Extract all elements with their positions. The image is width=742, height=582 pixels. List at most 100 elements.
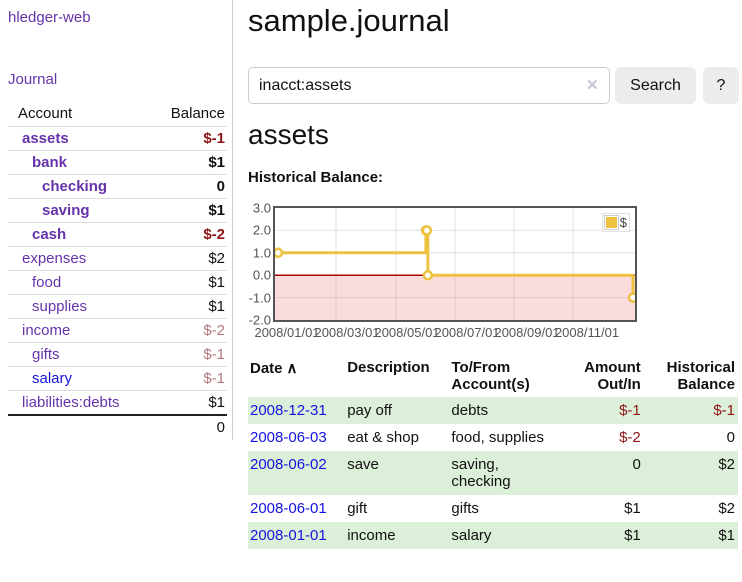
- help-button[interactable]: ?: [703, 67, 739, 104]
- app-title-link[interactable]: hledger-web: [8, 9, 91, 26]
- accounts-column-header: To/From Account(s): [451, 359, 530, 393]
- transaction-accounts: debts: [449, 397, 562, 424]
- chart-svg: [275, 208, 635, 320]
- account-row-expenses: expenses $2: [8, 246, 227, 270]
- x-tick: 2008/03/01: [314, 325, 380, 340]
- balance-column-header: Historical Balance: [666, 359, 735, 393]
- accounts-table: Account Balance assets $-1 bank $1 check…: [8, 102, 227, 439]
- chart-legend: $: [601, 213, 630, 232]
- chart-plot-area: $: [273, 206, 637, 322]
- account-balance: $-1: [203, 129, 225, 147]
- x-tick: 2008/05/01: [374, 325, 440, 340]
- transaction-description: eat & shop: [347, 429, 419, 446]
- transaction-balance: $2: [718, 500, 735, 517]
- accounts-total-value: 0: [216, 418, 225, 436]
- legend-label: $: [619, 215, 627, 230]
- account-link[interactable]: cash: [32, 225, 67, 243]
- transaction-accounts: gifts: [451, 500, 479, 517]
- register-row: 2008-01-01 income salary $1 $1: [248, 522, 738, 549]
- account-balance: $1: [208, 393, 225, 411]
- y-tick: 0.0: [252, 267, 271, 283]
- data-point-markers: [275, 225, 635, 303]
- account-link[interactable]: expenses: [22, 249, 87, 267]
- transaction-balance: $2: [646, 451, 738, 495]
- account-link[interactable]: liabilities:debts: [22, 393, 120, 411]
- account-row-cash: cash $-2: [8, 222, 227, 246]
- page-title: sample.journal: [248, 3, 450, 38]
- transaction-date-link[interactable]: 2008-12-31: [250, 402, 327, 419]
- balance-chart: 3.0 2.0 1.0 0.0 -1.0 -2.0: [248, 196, 740, 346]
- transaction-description: gift: [347, 500, 368, 517]
- x-tick: 2008/07/01: [434, 325, 500, 340]
- account-row-liabilities-debts: liabilities:debts $1: [8, 390, 227, 415]
- sidebar-item-journal[interactable]: Journal: [8, 71, 58, 88]
- transaction-date-link[interactable]: 2008-06-03: [250, 429, 327, 446]
- register-row: 2008-06-03 eat & shop food, supplies $-2…: [248, 424, 738, 451]
- search-button[interactable]: Search: [615, 67, 696, 104]
- x-tick: 2008/11/01: [554, 325, 620, 340]
- transaction-accounts: saving, checking: [449, 451, 562, 495]
- x-tick: 2008/09/01: [494, 325, 560, 340]
- account-link[interactable]: gifts: [32, 345, 60, 363]
- transaction-date-link[interactable]: 2008-01-01: [250, 527, 327, 544]
- clear-search-icon[interactable]: ✕: [586, 77, 599, 94]
- register-table: Date ∧ Description To/From Account(s) Amo…: [248, 357, 738, 549]
- transaction-accounts: salary: [449, 522, 562, 549]
- account-link[interactable]: bank: [32, 153, 68, 171]
- accounts-table-header: Account Balance: [8, 102, 227, 126]
- account-row-checking: checking 0: [8, 174, 227, 198]
- transaction-balance: $-1: [646, 397, 738, 424]
- account-row-bank: bank $1: [8, 150, 227, 174]
- register-row: 2008-12-31 pay off debts $-1 $-1: [248, 397, 738, 424]
- account-row-income: income $-2: [8, 318, 227, 342]
- account-column-header: Account: [18, 105, 73, 123]
- negative-region: [275, 275, 635, 320]
- accounts-total-row: 0: [8, 414, 227, 439]
- transaction-amount: $-2: [619, 429, 641, 446]
- account-link[interactable]: saving: [42, 201, 90, 219]
- account-balance: $-1: [203, 369, 225, 387]
- transaction-date-link[interactable]: 2008-06-01: [250, 500, 327, 517]
- y-tick: 2.0: [252, 222, 271, 238]
- account-link[interactable]: food: [32, 273, 62, 291]
- account-link[interactable]: income: [22, 321, 71, 339]
- account-link[interactable]: checking: [42, 177, 108, 195]
- register-header-row: Date ∧ Description To/From Account(s) Amo…: [248, 357, 738, 397]
- main-content: sample.journal ✕ Search ? assets Histori…: [248, 0, 740, 582]
- chart-title: Historical Balance:: [248, 169, 384, 186]
- transaction-balance: $1: [646, 522, 738, 549]
- account-balance: $2: [208, 249, 225, 267]
- search-input[interactable]: [248, 67, 610, 104]
- account-balance: 0: [216, 177, 225, 195]
- account-row-gifts: gifts $-1: [8, 342, 227, 366]
- account-row-salary: salary $-1: [8, 366, 227, 390]
- account-link[interactable]: salary: [32, 369, 73, 387]
- transaction-amount: $1: [624, 500, 641, 517]
- transaction-date-link[interactable]: 2008-06-02: [250, 456, 327, 473]
- y-tick: 3.0: [252, 200, 271, 216]
- account-balance: $-1: [203, 345, 225, 363]
- account-balance: $1: [208, 153, 225, 171]
- y-tick: -1.0: [248, 290, 271, 306]
- legend-swatch-icon: [603, 215, 619, 230]
- description-column-header: Description: [347, 359, 430, 376]
- transaction-balance: 0: [726, 429, 735, 446]
- transaction-amount: $1: [561, 522, 647, 549]
- account-row-food: food $1: [8, 270, 227, 294]
- account-link[interactable]: assets: [22, 129, 69, 147]
- sidebar: hledger-web Journal Account Balance asse…: [0, 0, 233, 440]
- amount-column-header: Amount Out/In: [584, 359, 641, 393]
- transaction-amount: 0: [561, 451, 647, 495]
- transaction-description: pay off: [345, 397, 450, 424]
- sort-ascending-icon: ∧: [286, 360, 298, 377]
- date-header-label: Date: [250, 360, 283, 377]
- y-tick: -2.0: [248, 312, 271, 328]
- transaction-accounts: food, supplies: [451, 429, 544, 446]
- account-balance: $1: [208, 297, 225, 315]
- account-row-supplies: supplies $1: [8, 294, 227, 318]
- date-column-header[interactable]: Date ∧: [248, 357, 345, 397]
- transaction-description: income: [345, 522, 450, 549]
- account-link[interactable]: supplies: [32, 297, 88, 315]
- transaction-amount: $-1: [561, 397, 647, 424]
- balance-column-header: Balance: [170, 105, 225, 123]
